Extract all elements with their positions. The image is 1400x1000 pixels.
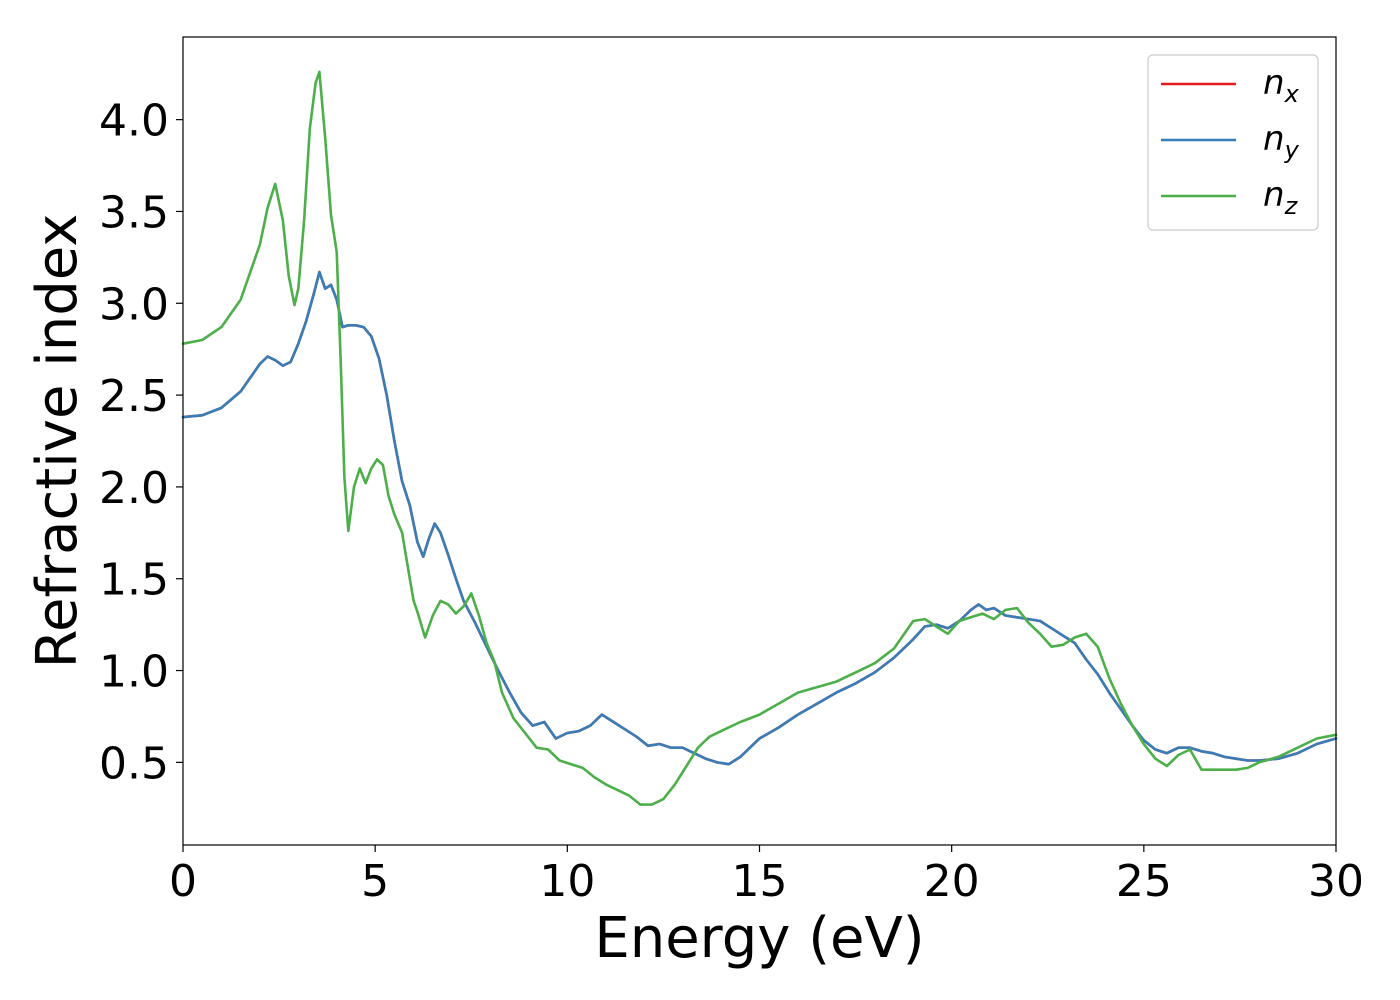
- y-tick-label: 1.5: [99, 555, 169, 606]
- tick-layer: 0 5 10 15 20 25 30 0.5 1.0 1.5 2.0 2.5 3.0 3.5 4.0: [99, 96, 1364, 907]
- x-tick-label: 20: [924, 856, 980, 907]
- x-tick-label: 0: [169, 856, 197, 907]
- y-tick-label: 2.5: [99, 371, 169, 422]
- x-axis-label: Energy (eV): [594, 906, 924, 971]
- y-tick-label: 3.0: [99, 279, 169, 330]
- series-layer: [181, 70, 1338, 806]
- x-tick-label: 5: [361, 856, 389, 907]
- series-line-nx: [181, 270, 1338, 766]
- legend-label-nx: nx: [1263, 63, 1300, 108]
- legend-frame: [1147, 54, 1319, 231]
- legend: nx ny nz: [1147, 54, 1319, 231]
- legend-label-ny: ny: [1263, 119, 1300, 164]
- x-tick-label: 15: [732, 856, 788, 907]
- series-line-nz: [181, 70, 1338, 806]
- y-tick-label: 0.5: [99, 738, 169, 789]
- series-line-ny: [181, 270, 1338, 766]
- y-tick-label: 4.0: [99, 96, 169, 147]
- y-tick-label: 1.0: [99, 647, 169, 698]
- x-tick-label: 25: [1116, 856, 1172, 907]
- x-tick-label: 30: [1308, 856, 1364, 907]
- y-tick-label: 3.5: [99, 187, 169, 238]
- x-tick-label: 10: [539, 856, 595, 907]
- y-tick-label: 2.0: [99, 463, 169, 514]
- legend-label-nz: nz: [1263, 175, 1299, 220]
- y-axis-label: Refractive index: [25, 214, 90, 669]
